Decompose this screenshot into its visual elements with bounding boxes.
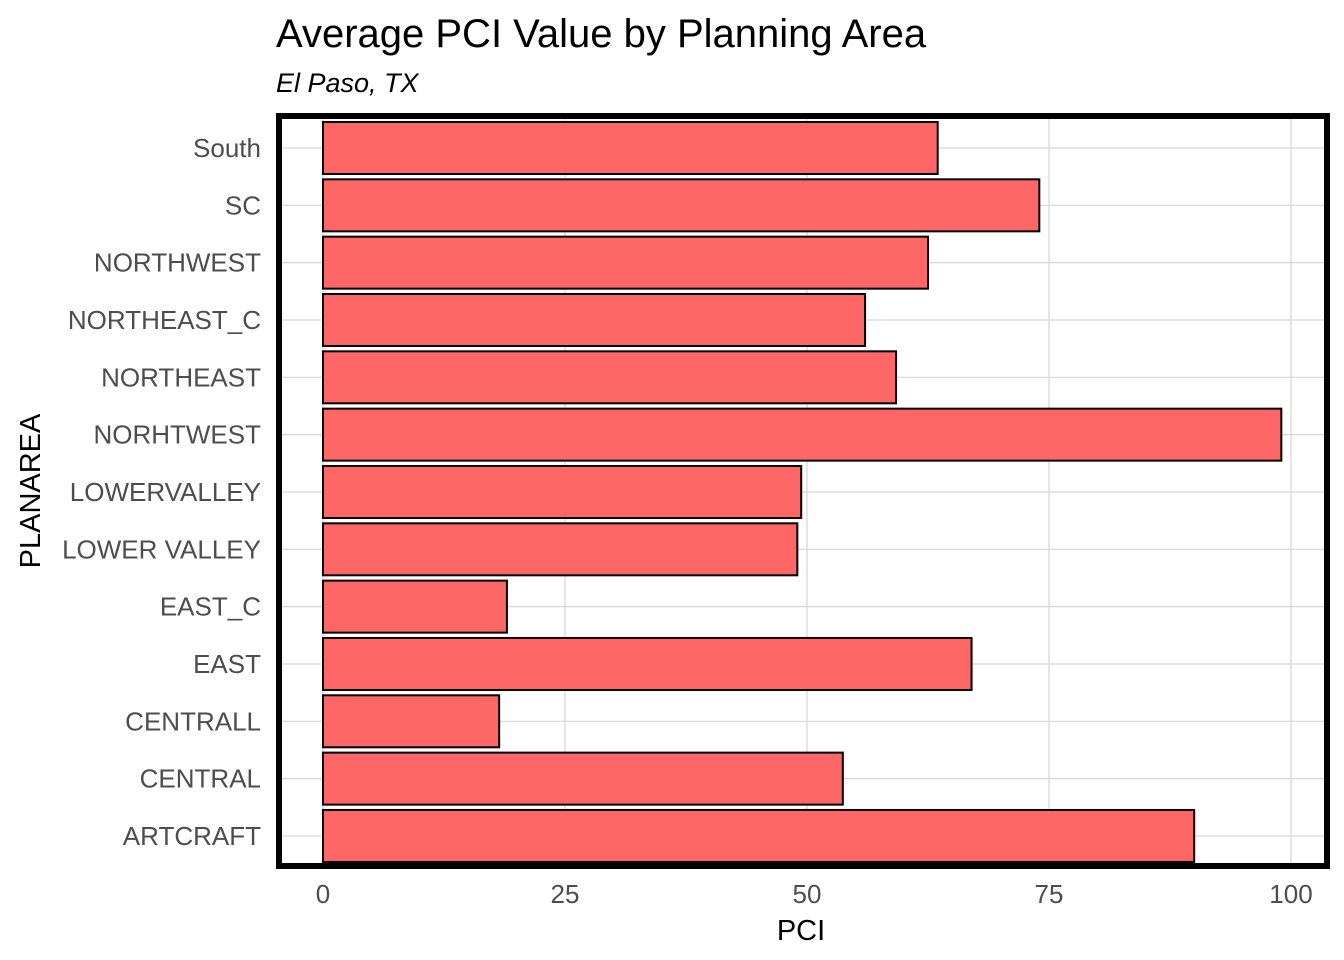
bar [322, 464, 803, 519]
y-tick-label: NORTHWEST [94, 248, 261, 278]
x-tick-label: 75 [1035, 879, 1064, 909]
bars [322, 121, 1283, 863]
bar [322, 751, 844, 806]
x-tick-label: 100 [1269, 879, 1312, 909]
bar [322, 694, 501, 749]
y-axis-title: PLANAREA [15, 413, 47, 568]
y-tick-label: LOWER VALLEY [62, 534, 261, 564]
bar [322, 178, 1041, 233]
y-tick-label: NORHTWEST [93, 420, 261, 450]
y-tick-label: ARTCRAFT [123, 821, 261, 851]
y-tick-label: CENTRAL [140, 764, 261, 794]
y-tick-label: NORTHEAST_C [68, 305, 261, 335]
chart-title: Average PCI Value by Planning Area [276, 12, 927, 56]
y-tick-label: NORTHEAST [101, 362, 261, 392]
y-tick-label: LOWERVALLEY [70, 477, 261, 507]
y-tick-label: EAST [193, 649, 261, 679]
bar [322, 407, 1283, 462]
bar [322, 350, 898, 405]
y-tick-label: SC [225, 190, 261, 220]
bar [322, 121, 939, 175]
bar [322, 636, 973, 691]
bar [322, 579, 508, 634]
bar [322, 522, 799, 577]
x-tick-label: 25 [551, 879, 580, 909]
y-tick-label: EAST_C [160, 592, 261, 622]
panel-border [276, 113, 1330, 869]
y-tick-label: CENTRALL [125, 706, 261, 736]
bar [322, 292, 867, 347]
x-tick-label: 0 [316, 879, 330, 909]
chart-subtitle: El Paso, TX [276, 68, 420, 98]
y-tick-label: South [193, 133, 261, 163]
x-axis-title: PCI [777, 915, 825, 947]
bar [322, 235, 929, 290]
bar [322, 808, 1196, 863]
x-tick-label: 50 [793, 879, 822, 909]
y-tick-labels: South SC NORTHWEST NORTHEAST_C NORTHEAST NORH… [62, 133, 261, 851]
x-tick-labels: 0 25 50 75 100 [316, 879, 1313, 909]
